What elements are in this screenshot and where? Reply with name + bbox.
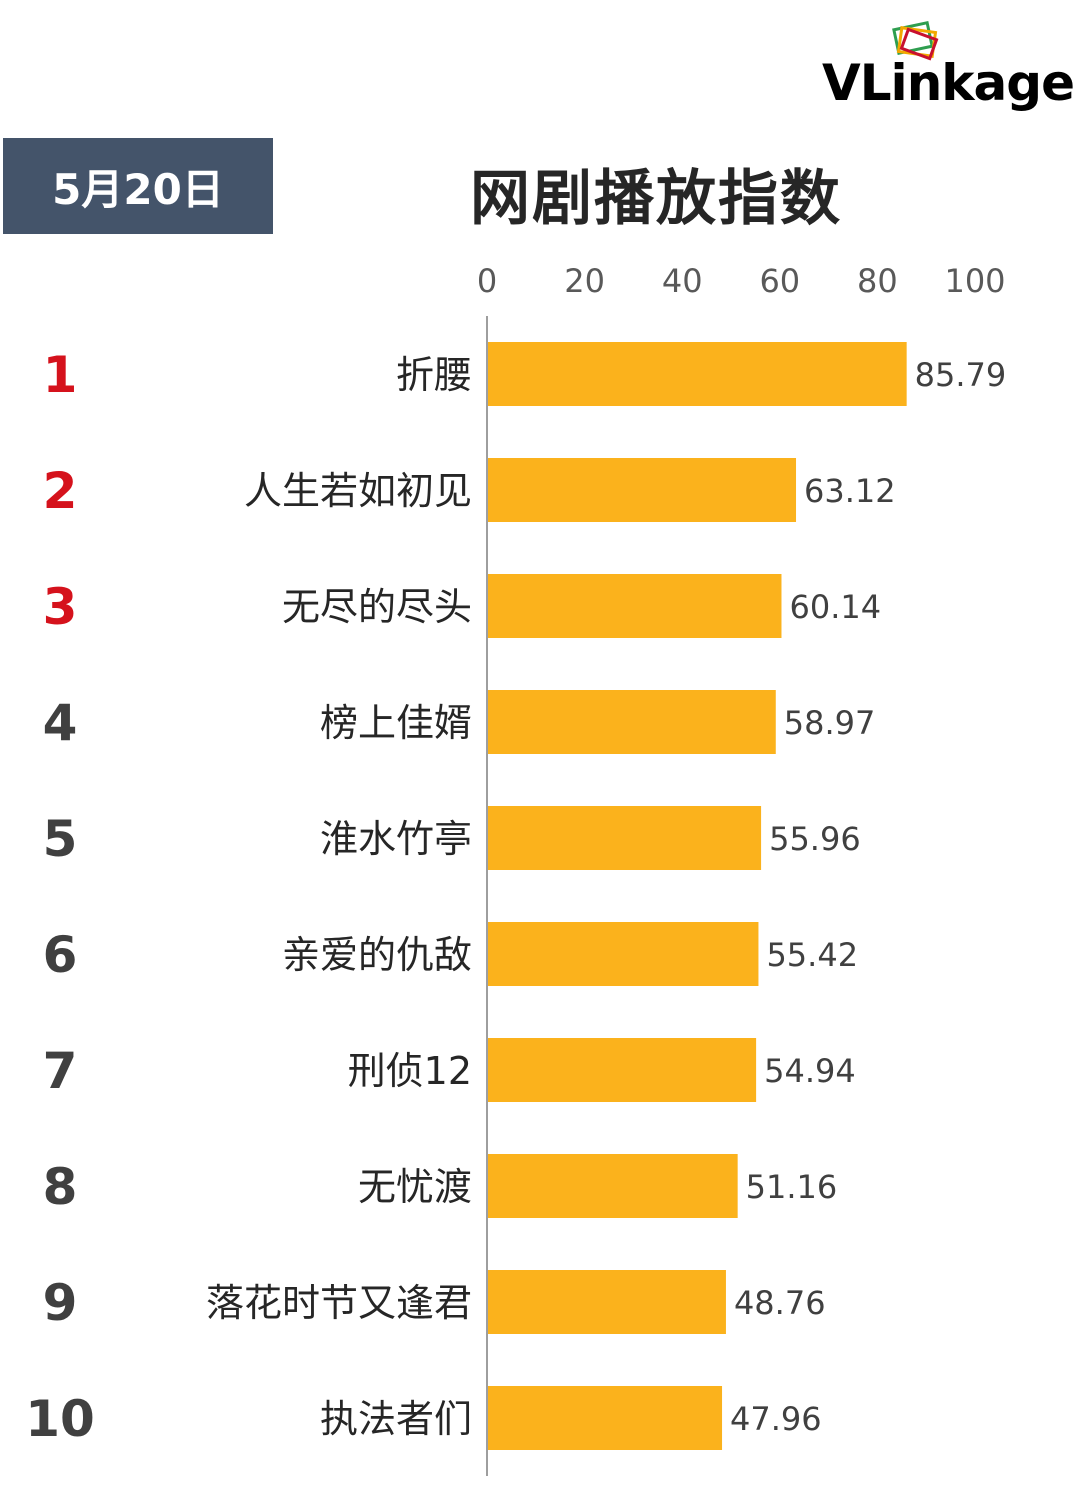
value-label: 63.12 <box>804 472 896 510</box>
vlinkage-logo: VLinkage <box>822 20 1075 120</box>
category-label: 刑侦12 <box>348 1049 472 1093</box>
value-label: 85.79 <box>915 356 1007 394</box>
rank-number: 4 <box>43 694 78 752</box>
rank-number: 6 <box>43 926 78 984</box>
value-label: 54.94 <box>764 1052 856 1090</box>
rank-number: 7 <box>43 1042 78 1100</box>
x-tick-label: 40 <box>662 262 703 300</box>
value-label: 55.96 <box>769 820 861 858</box>
category-label: 无忧渡 <box>358 1165 472 1209</box>
logo-wordmark: VLinkage <box>822 54 1075 112</box>
category-label: 亲爱的仇敌 <box>282 933 472 977</box>
x-tick-label: 100 <box>944 262 1005 300</box>
value-label: 51.16 <box>746 1168 838 1206</box>
category-label: 人生若如初见 <box>244 469 472 513</box>
x-tick-label: 80 <box>857 262 898 300</box>
category-label: 无尽的尽头 <box>282 585 472 629</box>
rank-number: 1 <box>43 346 78 404</box>
rank-number: 5 <box>43 810 78 868</box>
bar <box>488 1270 726 1334</box>
x-tick-label: 60 <box>759 262 800 300</box>
x-tick-label: 20 <box>564 262 605 300</box>
rank-number: 9 <box>43 1274 78 1332</box>
date-badge: 5月20日 <box>3 138 273 234</box>
rank-number: 3 <box>43 578 78 636</box>
bar <box>488 690 776 754</box>
bar <box>488 342 907 406</box>
value-label: 48.76 <box>734 1284 826 1322</box>
value-label: 58.97 <box>784 704 876 742</box>
category-label: 淮水竹亭 <box>320 817 472 861</box>
rank-number: 2 <box>43 462 78 520</box>
x-tick-label: 0 <box>477 262 497 300</box>
rank-number: 10 <box>25 1390 95 1448</box>
bar <box>488 1154 738 1218</box>
chart-title: 网剧播放指数 <box>470 164 842 234</box>
category-label: 榜上佳婿 <box>320 701 472 745</box>
rank-number: 8 <box>43 1158 78 1216</box>
bar <box>488 922 759 986</box>
category-label: 落花时节又逢君 <box>206 1281 472 1325</box>
value-label: 47.96 <box>730 1400 822 1438</box>
category-label: 折腰 <box>396 353 472 397</box>
bar <box>488 1386 723 1450</box>
category-label: 执法者们 <box>320 1397 472 1441</box>
bar <box>488 806 762 870</box>
value-label: 55.42 <box>766 936 858 974</box>
bar <box>488 574 782 638</box>
value-label: 60.14 <box>789 588 881 626</box>
logo-emblem-icon <box>892 20 939 61</box>
bar <box>488 1038 757 1102</box>
bar <box>488 458 797 522</box>
